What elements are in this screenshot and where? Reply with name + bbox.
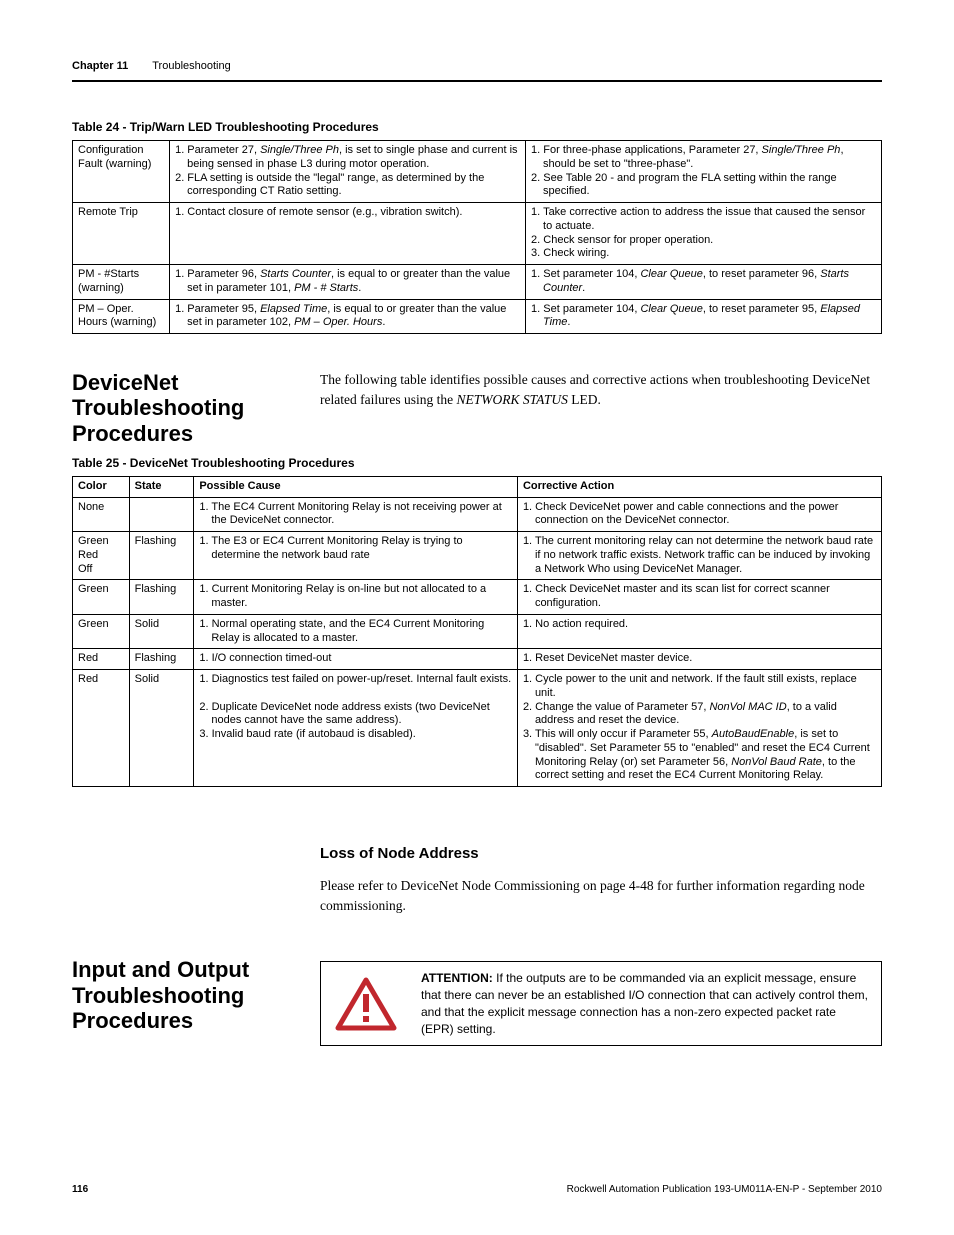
table-cell: 1. I/O connection timed-out: [194, 649, 518, 670]
table-cell: Remote Trip: [73, 203, 170, 265]
table-cell: 1. Set parameter 104, Clear Queue, to re…: [526, 265, 882, 300]
table-cell: 1. For three-phase applications, Paramet…: [526, 141, 882, 203]
attention-text: ATTENTION: If the outputs are to be comm…: [411, 962, 881, 1045]
table-cell: 1. Parameter 95, Elapsed Time, is equal …: [170, 299, 526, 334]
table-cell: Flashing: [129, 649, 194, 670]
table-cell: Solid: [129, 614, 194, 649]
table-cell: 1. Take corrective action to address the…: [526, 203, 882, 265]
table-cell: 1. Set parameter 104, Clear Queue, to re…: [526, 299, 882, 334]
table24-title: Table 24 - Trip/Warn LED Troubleshooting…: [72, 120, 882, 134]
table25: ColorStatePossible CauseCorrective Actio…: [72, 476, 882, 787]
attention-icon: [321, 962, 411, 1045]
table-cell: 1. The current monitoring relay can not …: [517, 532, 881, 580]
page-number: 116: [72, 1184, 88, 1195]
table-header: State: [129, 476, 194, 497]
table-cell: 1. Diagnostics test failed on power-up/r…: [194, 670, 518, 787]
attention-label: ATTENTION:: [421, 971, 493, 985]
table-cell: 1. Parameter 96, Starts Counter, is equa…: [170, 265, 526, 300]
loss-text: Please refer to DeviceNet Node Commissio…: [320, 876, 882, 915]
table-cell: PM – Oper. Hours (warning): [73, 299, 170, 334]
table-header: Corrective Action: [517, 476, 881, 497]
attention-box: ATTENTION: If the outputs are to be comm…: [320, 961, 882, 1046]
table-cell: 1. Reset DeviceNet master device.: [517, 649, 881, 670]
devicenet-intro: The following table identifies possible …: [320, 370, 882, 409]
table-cell: 1. Parameter 27, Single/Three Ph, is set…: [170, 141, 526, 203]
chapter-title: Troubleshooting: [152, 60, 230, 72]
devicenet-heading: DeviceNet Troubleshooting Procedures: [72, 370, 292, 446]
table-cell: 1. Contact closure of remote sensor (e.g…: [170, 203, 526, 265]
page-header: Chapter 11 Troubleshooting: [72, 60, 882, 82]
table-cell: 1. The E3 or EC4 Current Monitoring Rela…: [194, 532, 518, 580]
table-header: Possible Cause: [194, 476, 518, 497]
table-cell: Red: [73, 670, 130, 787]
table-cell: None: [73, 497, 130, 532]
table-cell: Green: [73, 614, 130, 649]
chapter-label: Chapter 11: [72, 60, 128, 72]
table25-title: Table 25 - DeviceNet Troubleshooting Pro…: [72, 456, 882, 470]
table-cell: GreenRedOff: [73, 532, 130, 580]
table-cell: PM - #Starts (warning): [73, 265, 170, 300]
table-cell: 1. Check DeviceNet power and cable conne…: [517, 497, 881, 532]
table-cell: Flashing: [129, 532, 194, 580]
table-cell: 1. Normal operating state, and the EC4 C…: [194, 614, 518, 649]
table-cell: Red: [73, 649, 130, 670]
loss-heading: Loss of Node Address: [320, 845, 882, 862]
io-heading: Input and Output Troubleshooting Procedu…: [72, 957, 292, 1033]
table-cell: Flashing: [129, 580, 194, 615]
page-footer: 116 Rockwell Automation Publication 193-…: [72, 1184, 882, 1195]
table-cell: Green: [73, 580, 130, 615]
table-cell: 1. Cycle power to the unit and network. …: [517, 670, 881, 787]
table-header: Color: [73, 476, 130, 497]
table24: Configuration Fault (warning)1. Paramete…: [72, 140, 882, 334]
table-cell: 1. Current Monitoring Relay is on-line b…: [194, 580, 518, 615]
table-cell: 1. Check DeviceNet master and its scan l…: [517, 580, 881, 615]
table-cell: Solid: [129, 670, 194, 787]
table-cell: [129, 497, 194, 532]
table-cell: 1. No action required.: [517, 614, 881, 649]
table-cell: 1. The EC4 Current Monitoring Relay is n…: [194, 497, 518, 532]
table-cell: Configuration Fault (warning): [73, 141, 170, 203]
publication-info: Rockwell Automation Publication 193-UM01…: [567, 1184, 882, 1195]
